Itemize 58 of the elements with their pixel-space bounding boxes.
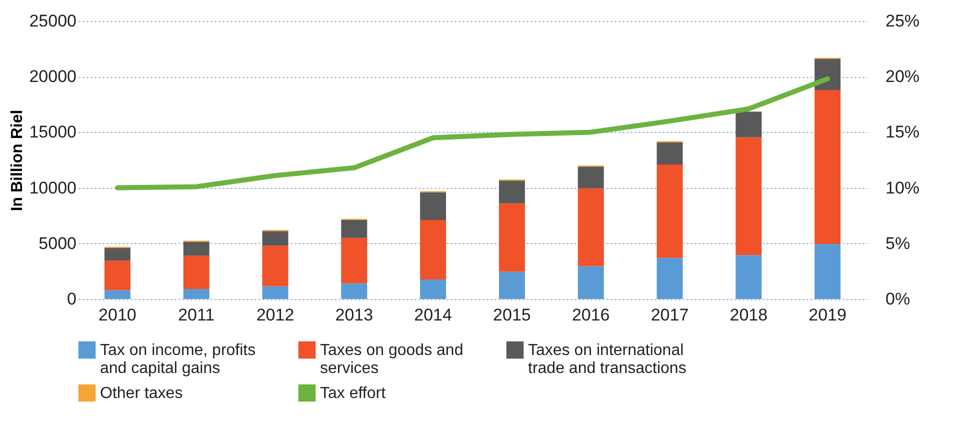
bar [104,248,130,261]
bar [656,258,683,299]
bar [736,112,762,138]
bar [104,260,130,290]
y2-tick-label: 0% [886,290,910,308]
bar [341,238,368,284]
bar [262,246,288,286]
y2-tick-label: 5% [886,234,910,253]
bar [656,164,683,258]
y-tick-label: 10000 [29,178,76,198]
bar [341,283,368,299]
x-tick-label: 2012 [256,306,294,324]
bar [183,256,210,289]
bar [262,286,288,299]
bar [262,231,288,246]
bar [104,290,130,299]
x-tick-label: 2011 [178,306,215,324]
y2-tick-label: 15% [886,122,920,142]
bar [814,58,841,90]
y-tick-label: 5000 [38,234,76,253]
x-tick-label: 2015 [493,306,531,324]
bar [498,203,525,272]
x-tick-label: 2018 [730,306,768,324]
x-tick-label: 2013 [335,306,374,324]
bar [578,166,604,188]
bar [183,242,210,256]
y-tick-label: 20000 [29,67,76,86]
bar [578,188,604,266]
bar [736,137,762,256]
x-tick-label: 2016 [572,306,610,324]
y2-tick-label: 20% [886,67,920,86]
bar [498,272,525,299]
bar [578,266,604,299]
y2-tick-label: 10% [886,178,920,198]
x-tick-label: 2010 [98,306,136,324]
y-tick-label: 25000 [29,12,76,30]
legend-label: Taxes on international trade and transactions [528,342,686,377]
bar [814,90,841,244]
bar [656,142,683,164]
bar [420,192,446,220]
bar [341,220,368,238]
bar [420,280,446,299]
bar [420,220,446,280]
bar [498,180,525,204]
legend-label: Other taxes [100,385,183,402]
bar [814,244,841,299]
bar [183,288,210,299]
x-tick-label: 2017 [650,306,689,324]
x-tick-label: 2019 [808,306,846,324]
y2-tick-label: 25% [886,12,920,30]
y-axis-title: In Billion Riel [9,110,26,212]
legend-label: Taxes on goods and services [320,342,464,377]
legend-label: Tax effort [320,385,386,402]
legend-label: Tax on income, profits and capital gains [100,342,256,377]
y-tick-label: 15000 [29,122,76,142]
x-tick-label: 2014 [414,306,452,324]
bar [736,255,762,299]
y-tick-label: 0 [67,290,76,308]
